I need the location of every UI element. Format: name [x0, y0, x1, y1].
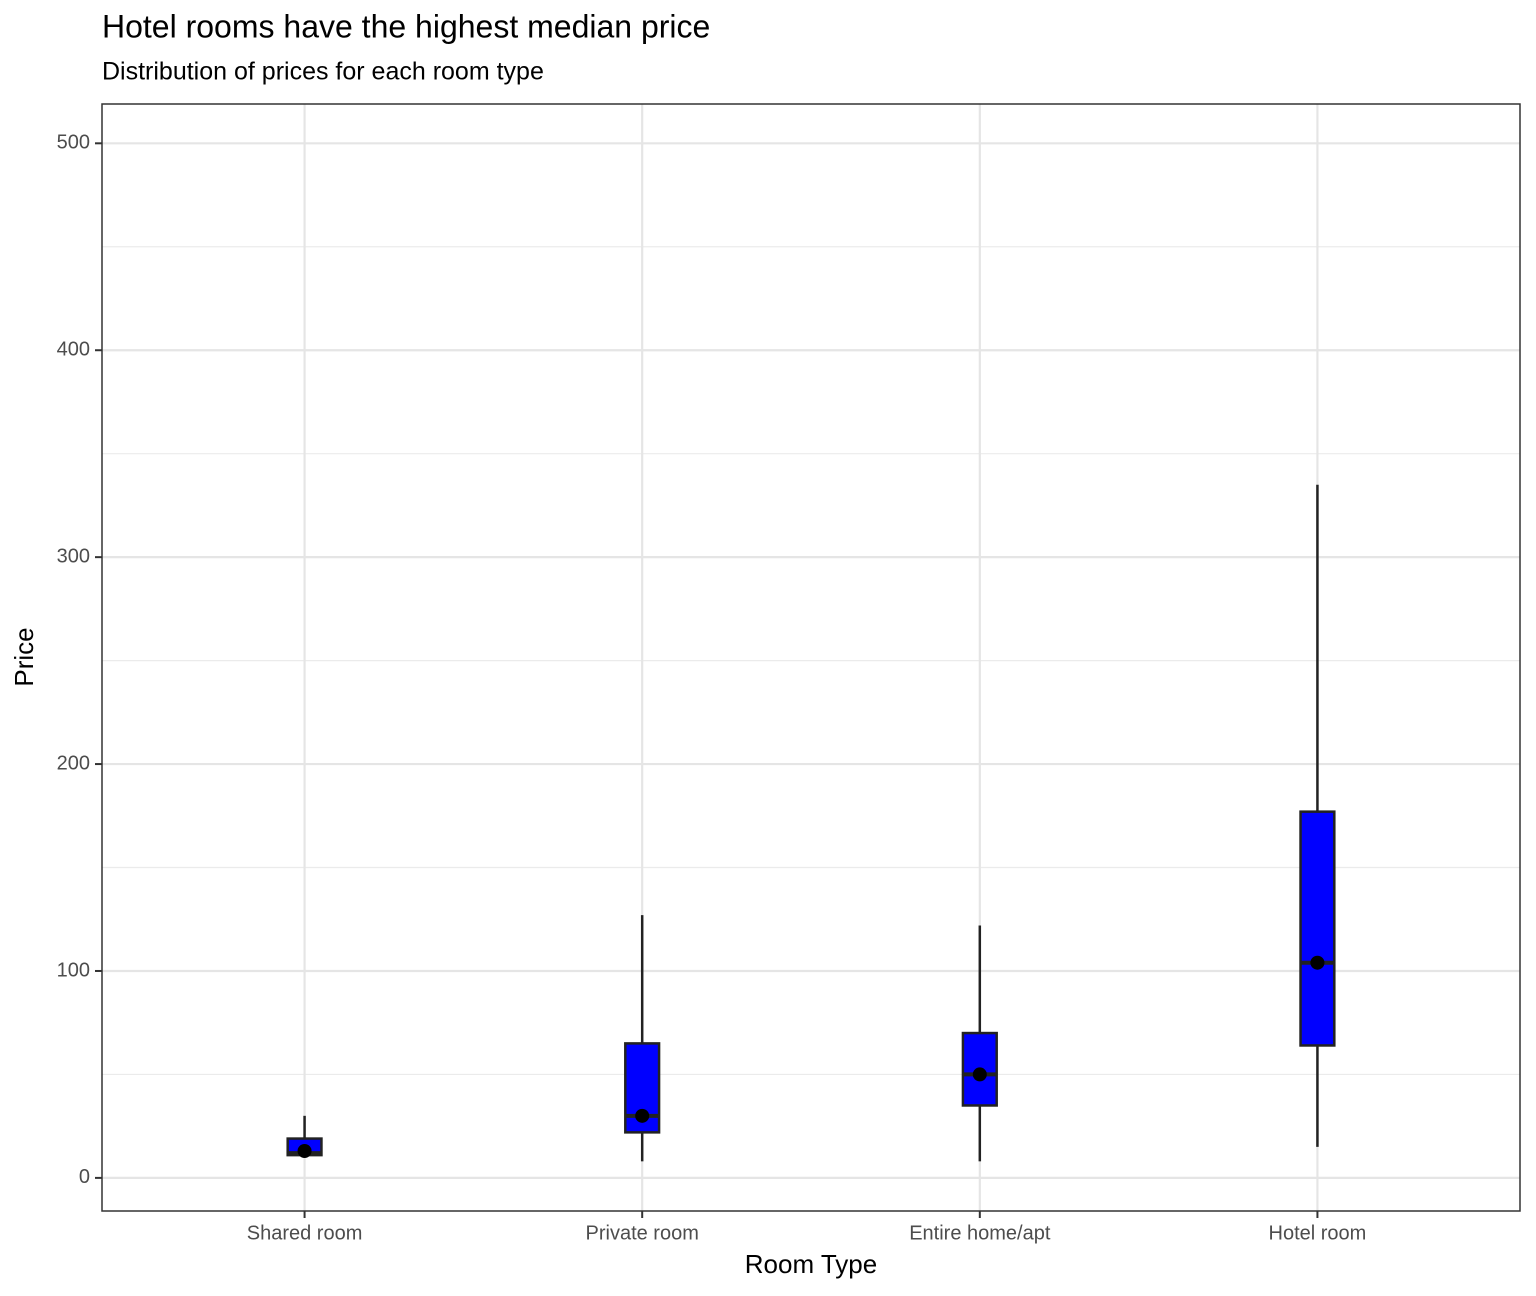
x-tick-label: Shared room [247, 1222, 363, 1244]
x-axis-title: Room Type [745, 1249, 877, 1279]
box [1299, 810, 1336, 1047]
point [635, 1108, 650, 1123]
chart-title: Hotel rooms have the highest median pric… [102, 8, 710, 44]
y-tick-label: 0 [79, 1166, 90, 1188]
y-tick-label: 100 [57, 959, 90, 981]
point [972, 1067, 987, 1082]
y-tick-label: 400 [57, 339, 90, 361]
point [297, 1143, 312, 1158]
y-tick-label: 500 [57, 132, 90, 154]
x-tick-label: Entire home/apt [909, 1222, 1051, 1244]
y-tick-label: 200 [57, 752, 90, 774]
y-tick-label: 300 [57, 545, 90, 567]
y-axis-title: Price [9, 627, 39, 686]
panel-border [101, 103, 1521, 1212]
x-tick-label: Hotel room [1269, 1222, 1367, 1244]
point [1310, 955, 1325, 970]
chart-subtitle: Distribution of prices for each room typ… [102, 58, 544, 86]
x-tick-label: Private room [586, 1222, 699, 1244]
